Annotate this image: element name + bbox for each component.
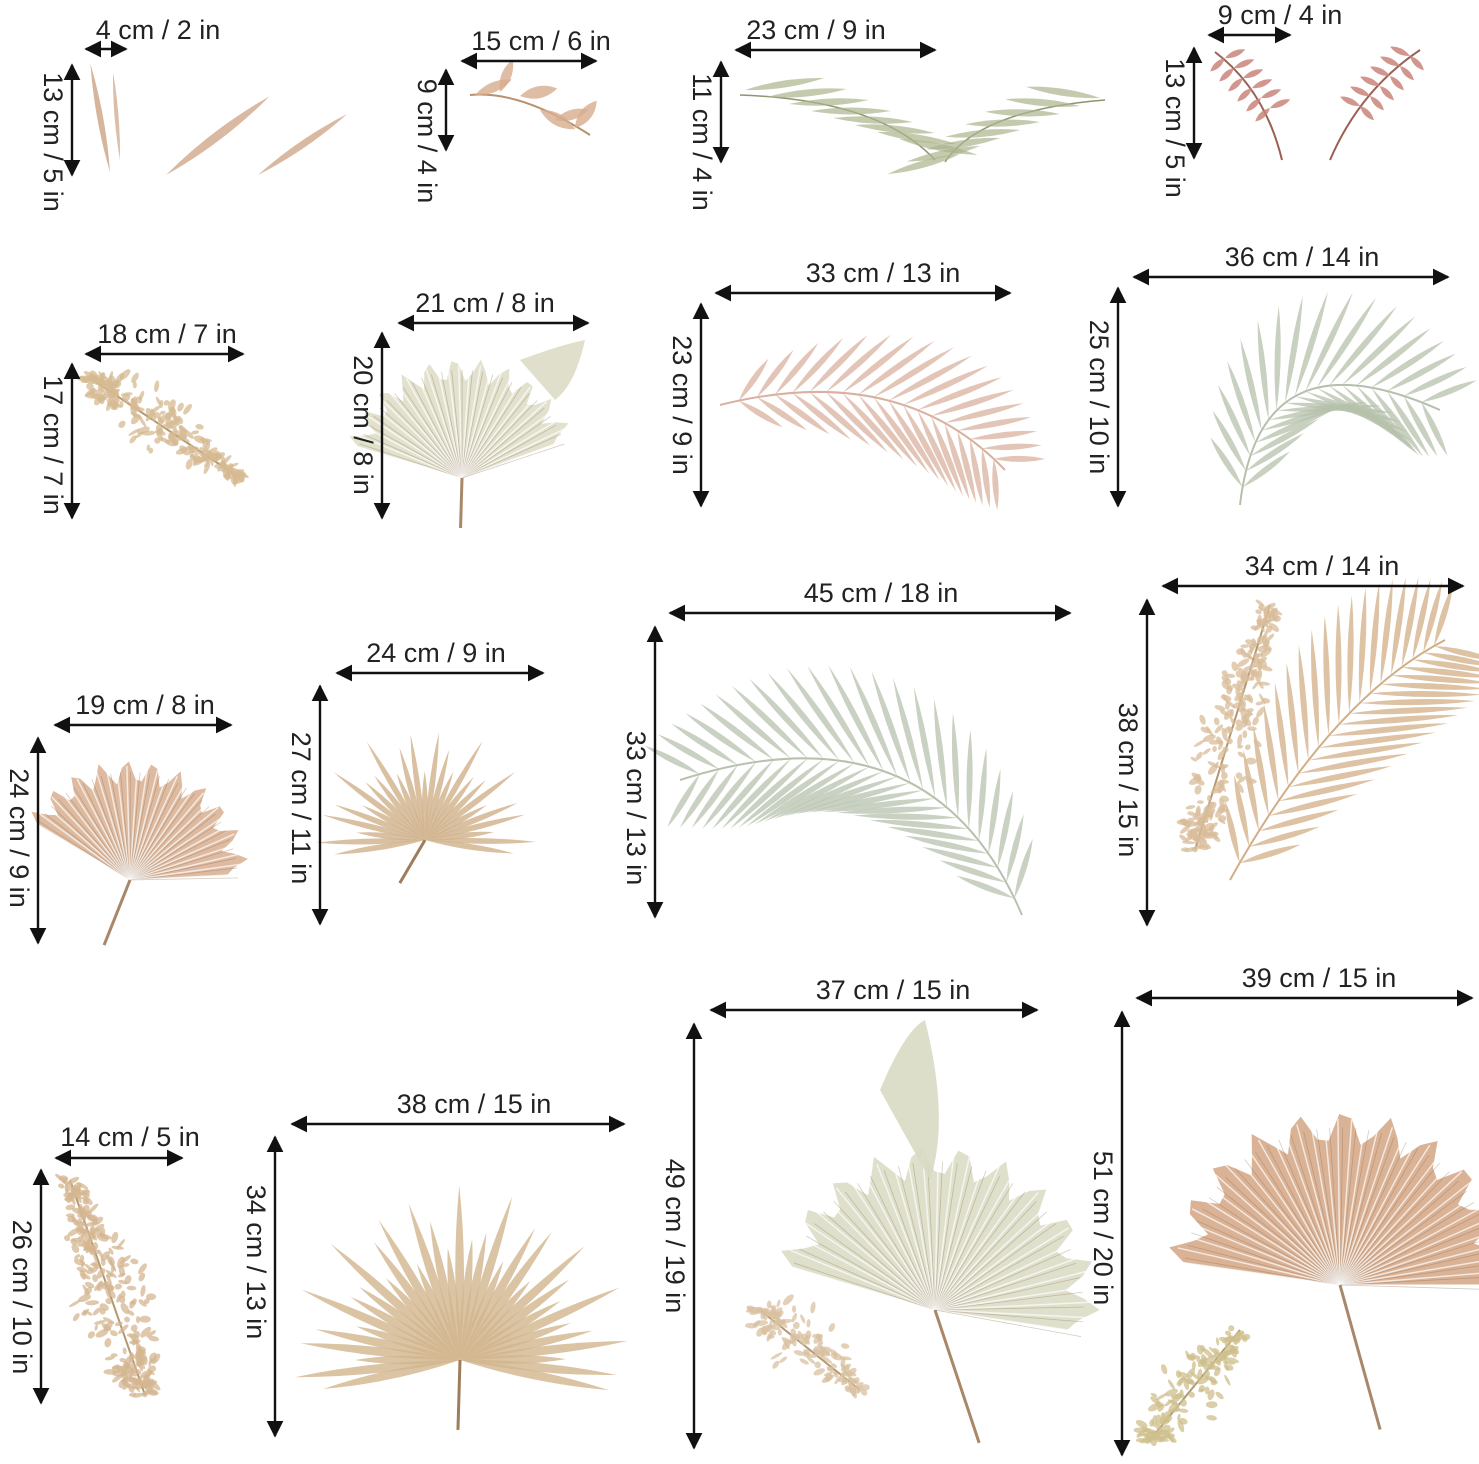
width-label: 37 cm / 15 in — [816, 975, 971, 1005]
pampas-plume-icon — [77, 369, 249, 488]
tan-fan-palm-icon — [31, 761, 248, 946]
width-label: 14 cm / 5 in — [60, 1122, 200, 1152]
decal-item-16: 39 cm / 15 in 51 cm / 20 in — [1088, 963, 1479, 1457]
height-label: 26 cm / 10 in — [7, 1220, 37, 1375]
height-label: 23 cm / 9 in — [667, 335, 697, 475]
pampas-and-palm-frond-icon — [1176, 577, 1479, 881]
decal-item-1: 4 cm / 2 in 13 cm / 5 in — [38, 15, 348, 212]
sage-palm-frond-icon — [1210, 291, 1477, 506]
large-cream-fan-palm-icon — [745, 1020, 1100, 1444]
cream-fan-palm-icon — [349, 340, 585, 529]
height-label: 17 cm / 7 in — [38, 375, 68, 515]
height-label: 20 cm / 8 in — [348, 355, 378, 495]
height-label: 13 cm / 5 in — [38, 72, 68, 212]
height-label: 49 cm / 19 in — [660, 1159, 690, 1314]
decal-item-10: 24 cm / 9 in 27 cm / 11 in — [286, 638, 545, 926]
height-label: 27 cm / 11 in — [286, 732, 316, 885]
decal-item-3: 23 cm / 9 in 11 cm / 4 in — [687, 15, 1106, 211]
height-label: 25 cm / 10 in — [1084, 320, 1114, 475]
large-sage-palm-frond-icon — [644, 664, 1033, 916]
width-label: 33 cm / 13 in — [806, 258, 961, 288]
decal-item-2: 15 cm / 6 in 9 cm / 4 in — [412, 26, 611, 203]
small-leaf-sprig-icon — [469, 59, 597, 136]
decal-item-5: 18 cm / 7 in 17 cm / 7 in — [38, 319, 249, 520]
decal-item-6: 21 cm / 8 in 20 cm / 8 in — [348, 288, 590, 529]
width-label: 4 cm / 2 in — [96, 15, 221, 45]
height-label: 51 cm / 20 in — [1088, 1151, 1118, 1306]
height-label: 24 cm / 9 in — [4, 768, 34, 908]
width-label: 15 cm / 6 in — [471, 26, 611, 56]
width-label: 34 cm / 14 in — [1245, 551, 1400, 581]
tall-pampas-plume-icon — [55, 1173, 161, 1398]
width-label: 21 cm / 8 in — [415, 288, 555, 318]
width-label: 45 cm / 18 in — [804, 578, 959, 608]
dried-grass-blades-icon — [90, 63, 348, 175]
width-label: 38 cm / 15 in — [397, 1089, 552, 1119]
width-label: 24 cm / 9 in — [366, 638, 506, 668]
width-label: 19 cm / 8 in — [75, 690, 215, 720]
width-label: 18 cm / 7 in — [97, 319, 237, 349]
decal-item-7: 33 cm / 13 in 23 cm / 9 in — [667, 258, 1046, 511]
decal-item-8: 36 cm / 14 in 25 cm / 10 in — [1084, 242, 1477, 508]
height-label: 38 cm / 15 in — [1113, 703, 1143, 858]
pink-sprig-icon — [1210, 46, 1424, 161]
height-label: 9 cm / 4 in — [412, 79, 442, 204]
willow-leaves-icon — [739, 77, 1106, 175]
width-label: 39 cm / 15 in — [1242, 963, 1397, 993]
width-label: 36 cm / 14 in — [1225, 242, 1380, 272]
height-label: 11 cm / 4 in — [687, 73, 717, 211]
decal-item-4: 9 cm / 4 in 13 cm / 5 in — [1160, 0, 1424, 198]
large-tan-fan-palm-icon — [1133, 1113, 1479, 1447]
width-label: 9 cm / 4 in — [1218, 0, 1343, 30]
height-label: 34 cm / 13 in — [241, 1185, 271, 1340]
decal-item-9: 19 cm / 8 in 24 cm / 9 in — [4, 690, 248, 946]
decal-item-11: 45 cm / 18 in 33 cm / 13 in — [621, 578, 1072, 919]
height-label: 33 cm / 13 in — [621, 731, 651, 886]
spiky-fan-palm-icon — [315, 732, 536, 884]
decal-item-12: 34 cm / 14 in 38 cm / 15 in — [1113, 551, 1479, 927]
blush-palm-frond-icon — [719, 334, 1046, 511]
decal-item-15: 37 cm / 15 in 49 cm / 19 in — [660, 975, 1100, 1450]
large-spiky-fan-palm-icon — [294, 1185, 628, 1431]
decal-item-13: 14 cm / 5 in 26 cm / 10 in — [7, 1122, 200, 1405]
width-label: 23 cm / 9 in — [746, 15, 886, 45]
decal-item-14: 38 cm / 15 in 34 cm / 13 in — [241, 1089, 628, 1438]
height-label: 13 cm / 5 in — [1160, 58, 1190, 198]
